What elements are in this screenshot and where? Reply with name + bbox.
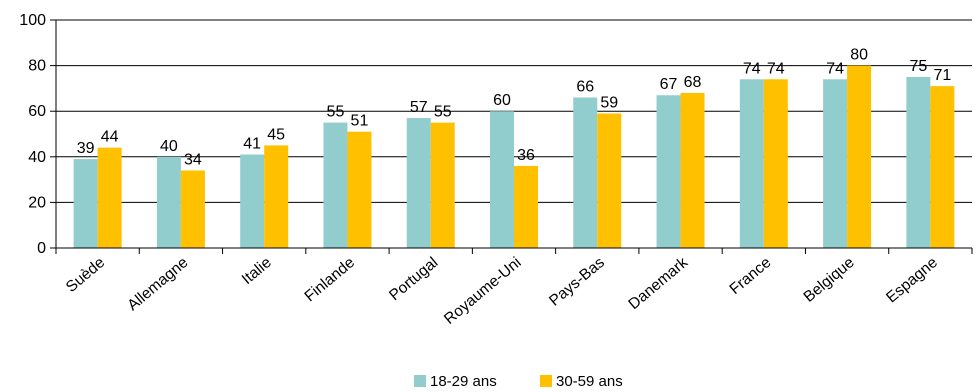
- bar-series2: [597, 113, 622, 248]
- bar-series2: [514, 165, 538, 248]
- x-category-label: Danemark: [625, 254, 691, 313]
- data-label: 55: [327, 104, 345, 121]
- bar-series2: [347, 131, 372, 248]
- y-tick-label: 80: [28, 58, 46, 75]
- data-label: 66: [576, 79, 594, 96]
- data-label: 60: [493, 92, 511, 109]
- bar-series1: [406, 118, 431, 248]
- y-tick-label: 0: [37, 240, 46, 257]
- y-tick-label: 40: [28, 149, 46, 166]
- x-axis: Suède Allemagne Italie Finlande Portugal Roya…: [55, 247, 973, 328]
- data-label: 55: [434, 104, 452, 121]
- x-category-label: Allemagne: [124, 254, 191, 314]
- bar-series2: [847, 65, 872, 248]
- data-label: 59: [600, 94, 618, 111]
- bar-series1: [739, 79, 764, 248]
- bar-series2: [680, 92, 705, 249]
- legend-swatch: [414, 375, 426, 387]
- data-label: 74: [743, 60, 761, 77]
- bar-series1: [823, 79, 848, 248]
- y-tick-label: 20: [28, 194, 46, 211]
- data-label: 45: [267, 126, 285, 143]
- data-label: 44: [101, 129, 119, 146]
- bar-series2: [763, 79, 788, 248]
- data-label: 51: [351, 113, 369, 130]
- x-category-label: Belgique: [801, 254, 858, 306]
- x-category-label: Espagne: [883, 254, 941, 306]
- data-label: 57: [410, 99, 428, 116]
- data-label: 75: [909, 58, 927, 75]
- bar-series1: [573, 97, 598, 249]
- data-label: 36: [517, 147, 535, 164]
- data-label: 74: [826, 60, 844, 77]
- legend-swatch: [540, 375, 552, 387]
- x-category-label: Finlande: [302, 254, 358, 305]
- x-category-label: Pays-Bas: [546, 254, 608, 310]
- x-category-label: Suède: [63, 254, 108, 296]
- data-label: 67: [660, 76, 678, 93]
- bar-series1: [240, 154, 265, 248]
- bars: [73, 65, 955, 249]
- legend: 18-29 ans 30-59 ans: [414, 373, 623, 390]
- data-labels: 39 40 41 55 57 60 66 67 74 74 75 44 34 45 51 55 36 59 68 74…: [77, 47, 952, 169]
- bar-series2: [430, 122, 455, 248]
- y-axis-ticks: 0 20 40 60 80 100: [19, 12, 57, 257]
- data-label: 68: [684, 74, 702, 91]
- bar-series1: [656, 95, 681, 249]
- data-label: 41: [243, 136, 261, 153]
- bar-series1: [906, 77, 931, 248]
- data-label: 34: [184, 151, 202, 168]
- data-label: 40: [160, 138, 178, 155]
- x-category-label: France: [727, 254, 775, 298]
- x-category-label: Italie: [239, 254, 275, 288]
- data-label: 74: [767, 60, 785, 77]
- bar-series2: [97, 147, 122, 248]
- y-tick-label: 100: [19, 12, 46, 29]
- data-label: 39: [77, 140, 95, 157]
- bar-series1: [490, 111, 514, 248]
- x-category-label: Royaume-Uni: [441, 254, 525, 328]
- bar-series1: [323, 122, 348, 248]
- bar-series2: [930, 86, 955, 249]
- bar-series1: [73, 159, 98, 248]
- legend-label: 18-29 ans: [430, 373, 497, 390]
- legend-label: 30-59 ans: [556, 373, 623, 390]
- bar-series2: [180, 170, 205, 248]
- bar-series2: [264, 145, 289, 248]
- y-tick-label: 60: [28, 103, 46, 120]
- data-label: 80: [850, 47, 868, 64]
- x-category-label: Portugal: [386, 254, 441, 304]
- bar-series1: [156, 156, 181, 248]
- data-label: 71: [933, 67, 951, 84]
